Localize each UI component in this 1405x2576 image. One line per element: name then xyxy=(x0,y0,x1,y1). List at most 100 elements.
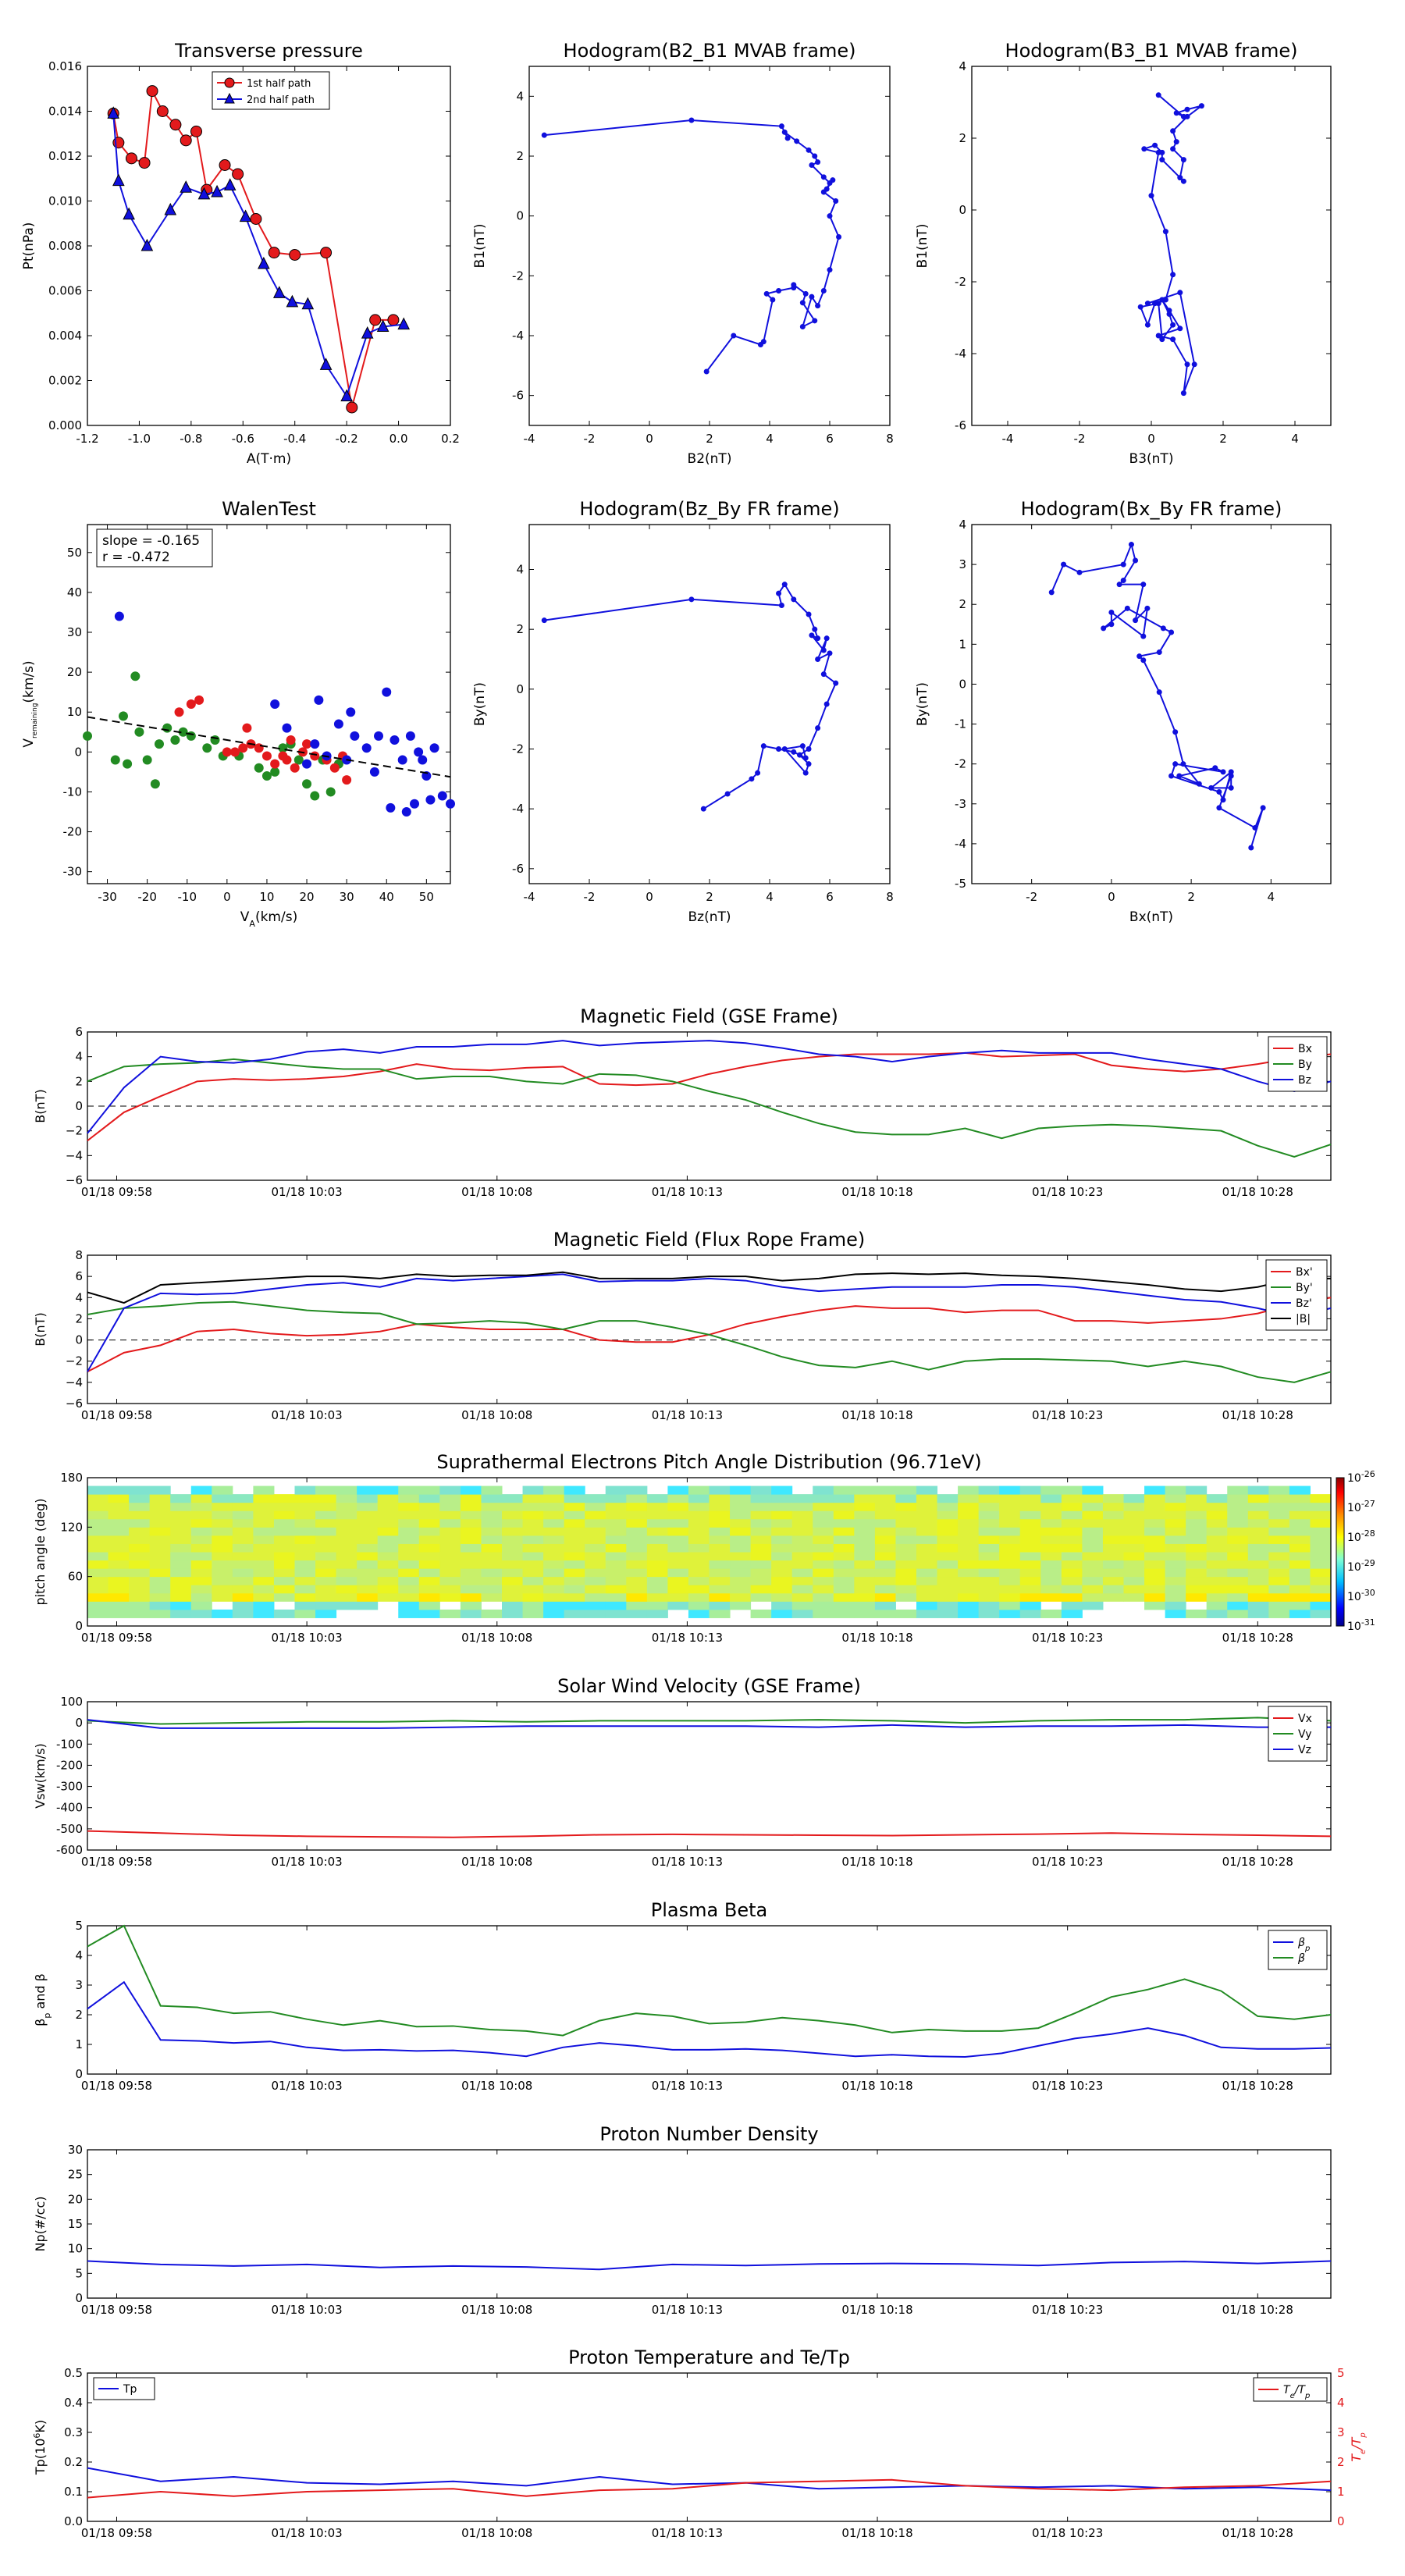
heatmap-cell xyxy=(937,1601,959,1610)
heatmap-cell xyxy=(978,1560,1000,1569)
heatmap-cell xyxy=(1247,1592,1269,1602)
heatmap-cell xyxy=(294,1568,316,1578)
heatmap-cell xyxy=(87,1568,109,1578)
heatmap-cell xyxy=(709,1485,731,1495)
data-point xyxy=(794,138,800,144)
heatmap-cell xyxy=(1186,1592,1208,1602)
heatmap-cell xyxy=(336,1543,357,1553)
y-tick-label: 0.5 xyxy=(64,2366,83,2380)
heatmap-cell xyxy=(1102,1543,1124,1553)
heatmap-cell xyxy=(1268,1560,1290,1569)
heatmap-cell xyxy=(978,1592,1000,1602)
heatmap-cell xyxy=(212,1502,233,1511)
data-point xyxy=(1184,113,1190,119)
heatmap-cell xyxy=(626,1552,648,1561)
heatmap-cell xyxy=(149,1552,171,1561)
heatmap-cell xyxy=(1082,1502,1104,1511)
heatmap-cell xyxy=(1310,1601,1332,1610)
y-tick-label: 0 xyxy=(74,745,82,759)
y-tick-label: -500 xyxy=(56,1822,83,1836)
data-point xyxy=(272,286,286,298)
data-point xyxy=(1170,336,1176,343)
scatter-point-green xyxy=(118,711,128,721)
heatmap-cell xyxy=(377,1552,399,1561)
heatmap-cell xyxy=(1289,1543,1311,1553)
heatmap-cell xyxy=(460,1592,482,1602)
series-Bz xyxy=(87,1040,1332,1134)
heatmap-cell xyxy=(1247,1576,1269,1585)
heatmap-cell xyxy=(999,1592,1021,1602)
heatmap-cell xyxy=(149,1494,171,1503)
heatmap-cell xyxy=(336,1485,357,1495)
y-tick-label: 0.014 xyxy=(48,105,82,119)
data-point xyxy=(190,125,202,137)
heatmap-cell xyxy=(667,1585,689,1594)
heatmap-cell xyxy=(1019,1510,1041,1520)
heatmap-cell xyxy=(212,1560,233,1569)
heatmap-cell xyxy=(315,1518,337,1528)
heatmap-cell xyxy=(1206,1568,1228,1578)
data-point xyxy=(1076,569,1083,575)
heatmap-cell xyxy=(357,1485,379,1495)
heatmap-cell xyxy=(1289,1494,1311,1503)
heatmap-cell xyxy=(730,1502,752,1511)
scatter-point-green xyxy=(254,763,264,773)
proton-temperature-title: Proton Temperature and Te/Tp xyxy=(568,2347,850,2368)
magnetic-field-fr-frame xyxy=(87,1254,1332,1404)
hodogram-b2-b1-chart: Hodogram(B2_B1 MVAB frame) -4 -2 0 2 4 6 8 -6 -4 -… xyxy=(472,40,894,467)
time-tick-label: 01/18 10:08 xyxy=(461,1408,532,1422)
heatmap-cell xyxy=(999,1560,1021,1569)
hodogram-path xyxy=(544,119,840,372)
data-point xyxy=(1140,582,1147,588)
legend-marker xyxy=(224,77,235,88)
heatmap-cell xyxy=(439,1585,461,1594)
hodogram-b3-b1-frame xyxy=(971,66,1332,426)
data-point xyxy=(1252,824,1258,831)
heatmap-cell xyxy=(232,1601,254,1610)
heatmap-cell xyxy=(232,1535,254,1544)
heatmap-cell xyxy=(418,1552,440,1561)
heatmap-cell xyxy=(315,1585,337,1594)
data-point xyxy=(760,743,767,749)
heatmap-cell xyxy=(771,1592,793,1602)
data-point xyxy=(791,596,797,603)
heatmap-cell xyxy=(874,1510,896,1520)
hodogram-bz-by-ylabel: By(nT) xyxy=(472,682,488,726)
heatmap-cell xyxy=(750,1585,772,1594)
heatmap-cell xyxy=(626,1543,648,1553)
scatter-point-green xyxy=(302,779,312,789)
heatmap-cell xyxy=(667,1560,689,1569)
y-tick-label: 4 xyxy=(959,518,966,532)
heatmap-cell xyxy=(771,1535,793,1544)
heatmap-cell xyxy=(1082,1552,1104,1561)
data-point xyxy=(812,153,818,159)
heatmap-cell xyxy=(709,1576,731,1585)
scatter-point-blue xyxy=(361,743,372,753)
heatmap-cell xyxy=(1165,1510,1186,1520)
heatmap-cell xyxy=(357,1510,379,1520)
heatmap-cell xyxy=(688,1518,710,1528)
heatmap-cell xyxy=(212,1592,233,1602)
y-tick-label: -2 xyxy=(512,269,524,283)
heatmap-cell xyxy=(1061,1543,1083,1553)
transverse-pressure-frame xyxy=(87,66,451,426)
scatter-point-red xyxy=(342,775,352,785)
heatmap-cell xyxy=(1247,1585,1269,1594)
heatmap-cell xyxy=(1310,1543,1332,1553)
series-βp xyxy=(87,1980,1332,2058)
time-tick-label: 01/18 09:58 xyxy=(81,1855,152,1869)
heatmap-cell xyxy=(605,1502,627,1511)
data-point xyxy=(376,319,389,332)
heatmap-cell xyxy=(190,1552,212,1561)
heatmap-cell xyxy=(813,1543,834,1553)
heatmap-cell xyxy=(1206,1609,1228,1618)
heatmap-cell xyxy=(336,1592,357,1602)
heatmap-cell xyxy=(916,1485,938,1495)
heatmap-cell xyxy=(1144,1552,1166,1561)
heatmap-cell xyxy=(916,1552,938,1561)
time-tick-label: 01/18 10:28 xyxy=(1222,1855,1293,1869)
heatmap-cell xyxy=(522,1576,544,1585)
heatmap-cell xyxy=(170,1592,192,1602)
heatmap-cell xyxy=(232,1560,254,1569)
heatmap-cell xyxy=(895,1543,917,1553)
